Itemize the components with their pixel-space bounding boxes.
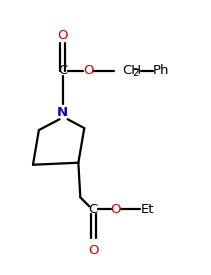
Text: O: O [57, 29, 68, 42]
Text: O: O [88, 244, 98, 257]
Text: 2: 2 [132, 68, 139, 78]
Text: C: C [58, 64, 67, 77]
Text: CH: CH [122, 64, 141, 77]
Text: Ph: Ph [153, 64, 169, 77]
Text: N: N [57, 106, 68, 119]
Text: C: C [89, 203, 98, 216]
Text: Et: Et [141, 203, 154, 216]
Text: O: O [111, 203, 121, 216]
Text: O: O [83, 64, 93, 77]
